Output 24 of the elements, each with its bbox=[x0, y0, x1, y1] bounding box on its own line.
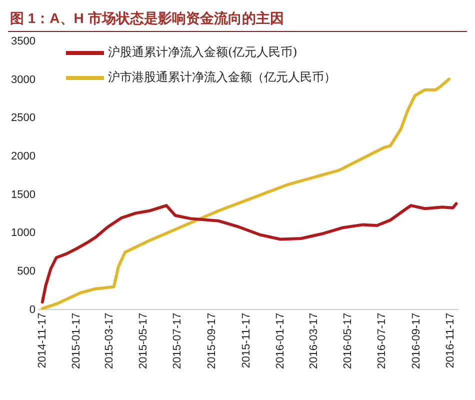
chart-title: 图 1：A、H 市场状态是影响资金流向的主因 bbox=[8, 8, 467, 32]
legend-label: 沪市港股通累计净流入金额（亿元人民币） bbox=[108, 69, 336, 86]
x-tick-label: 2016-11-17 bbox=[444, 312, 457, 368]
y-tick-label: 3000 bbox=[10, 74, 36, 86]
y-tick-label: 500 bbox=[17, 265, 36, 278]
x-tick-label: 2014-11-17 bbox=[36, 312, 48, 368]
x-tick-label: 2015-11-17 bbox=[240, 312, 252, 368]
x-tick-label: 2016-09-17 bbox=[410, 312, 423, 370]
x-tick-label: 2016-07-17 bbox=[376, 312, 388, 370]
x-tick-label: 2015-09-17 bbox=[206, 312, 218, 370]
y-tick-label: 3500 bbox=[10, 36, 36, 48]
y-tick-label: 1500 bbox=[10, 188, 36, 201]
x-tick-label: 2015-05-17 bbox=[138, 312, 150, 370]
x-tick-label: 2016-01-17 bbox=[274, 312, 286, 370]
y-tick-label: 1000 bbox=[10, 227, 36, 240]
x-tick-label: 2016-03-17 bbox=[308, 312, 320, 370]
x-tick-label: 2015-03-17 bbox=[103, 312, 116, 370]
x-tick-label: 2015-07-17 bbox=[172, 312, 184, 370]
x-tick-label: 2015-01-17 bbox=[70, 312, 82, 370]
y-tick-label: 0 bbox=[29, 304, 36, 316]
x-tick-label: 2016-05-17 bbox=[342, 312, 354, 370]
y-tick-label: 2500 bbox=[10, 112, 36, 124]
legend-label: 沪股通累计净流入金额(亿元人民币) bbox=[108, 44, 298, 61]
y-tick-label: 2000 bbox=[10, 150, 36, 163]
